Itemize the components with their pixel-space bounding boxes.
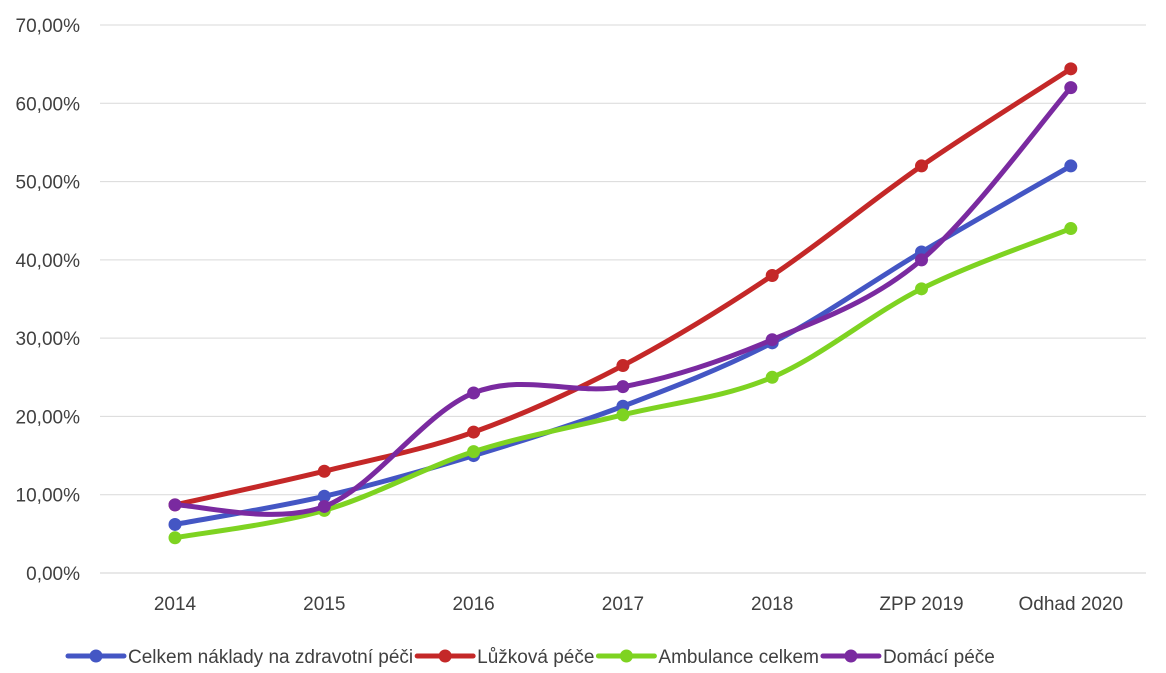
x-tick-label: Odhad 2020 bbox=[1019, 594, 1124, 615]
data-point bbox=[467, 386, 481, 400]
legend: Celkem náklady na zdravotní péči Lůžková … bbox=[65, 647, 995, 668]
legend-label: Celkem náklady na zdravotní péči bbox=[128, 647, 413, 668]
legend-item: Celkem náklady na zdravotní péči bbox=[65, 647, 413, 668]
x-tick-label: 2015 bbox=[303, 594, 345, 615]
data-point bbox=[317, 464, 331, 478]
data-point bbox=[616, 408, 630, 422]
legend-item: Ambulance celkem bbox=[595, 647, 819, 668]
data-point bbox=[1064, 159, 1078, 173]
data-point bbox=[168, 498, 182, 512]
x-tick-label: 2017 bbox=[602, 594, 644, 615]
x-tick-label: ZPP 2019 bbox=[879, 594, 963, 615]
x-tick-label: 2016 bbox=[452, 594, 494, 615]
data-point bbox=[616, 380, 630, 394]
data-point bbox=[915, 282, 928, 296]
legend-marker bbox=[89, 649, 103, 663]
legend-label: Domácí péče bbox=[883, 647, 995, 668]
y-tick-label: 70,00% bbox=[16, 16, 81, 37]
x-tick-label: 2018 bbox=[751, 594, 793, 615]
legend-marker bbox=[438, 649, 452, 663]
data-point bbox=[765, 333, 779, 347]
series-line bbox=[172, 66, 1074, 508]
x-axis-ticks: 2014 2015 2016 2017 2018 ZPP 2019 Odhad 2020 bbox=[154, 594, 1123, 615]
data-point bbox=[765, 269, 779, 283]
y-tick-label: 40,00% bbox=[16, 251, 81, 272]
y-axis-ticks: 0,00% 10,00% 20,00% 30,00% 40,00% 50,00% 60,00… bbox=[16, 16, 81, 585]
legend-label: Ambulance celkem bbox=[658, 647, 819, 668]
data-point bbox=[915, 253, 928, 267]
data-point bbox=[616, 359, 630, 373]
series-line bbox=[172, 163, 1074, 527]
gridlines bbox=[100, 24, 1146, 574]
data-point bbox=[168, 517, 182, 531]
series-2 bbox=[168, 62, 1078, 512]
data-point bbox=[317, 499, 331, 513]
y-tick-label: 20,00% bbox=[16, 407, 81, 428]
y-tick-label: 0,00% bbox=[26, 564, 80, 585]
data-point bbox=[467, 425, 481, 439]
data-point bbox=[467, 445, 481, 459]
data-point bbox=[168, 531, 182, 545]
data-point bbox=[1064, 62, 1078, 76]
data-point bbox=[317, 489, 331, 503]
legend-marker bbox=[844, 649, 858, 663]
legend-item: Lůžková péče bbox=[414, 647, 594, 668]
series-line bbox=[172, 85, 1074, 517]
data-point bbox=[1064, 222, 1078, 236]
series-4 bbox=[168, 81, 1078, 517]
data-point bbox=[1064, 81, 1078, 95]
legend-item: Domácí péče bbox=[820, 647, 995, 668]
legend-marker bbox=[619, 649, 633, 663]
legend-label: Lůžková péče bbox=[477, 647, 594, 668]
y-tick-label: 60,00% bbox=[16, 94, 81, 115]
x-tick-label: 2014 bbox=[154, 594, 197, 615]
data-point bbox=[915, 159, 928, 173]
series-lines bbox=[168, 62, 1078, 545]
data-point bbox=[765, 370, 779, 384]
y-tick-label: 10,00% bbox=[16, 486, 81, 507]
y-tick-label: 30,00% bbox=[16, 329, 81, 350]
y-tick-label: 50,00% bbox=[16, 173, 81, 194]
